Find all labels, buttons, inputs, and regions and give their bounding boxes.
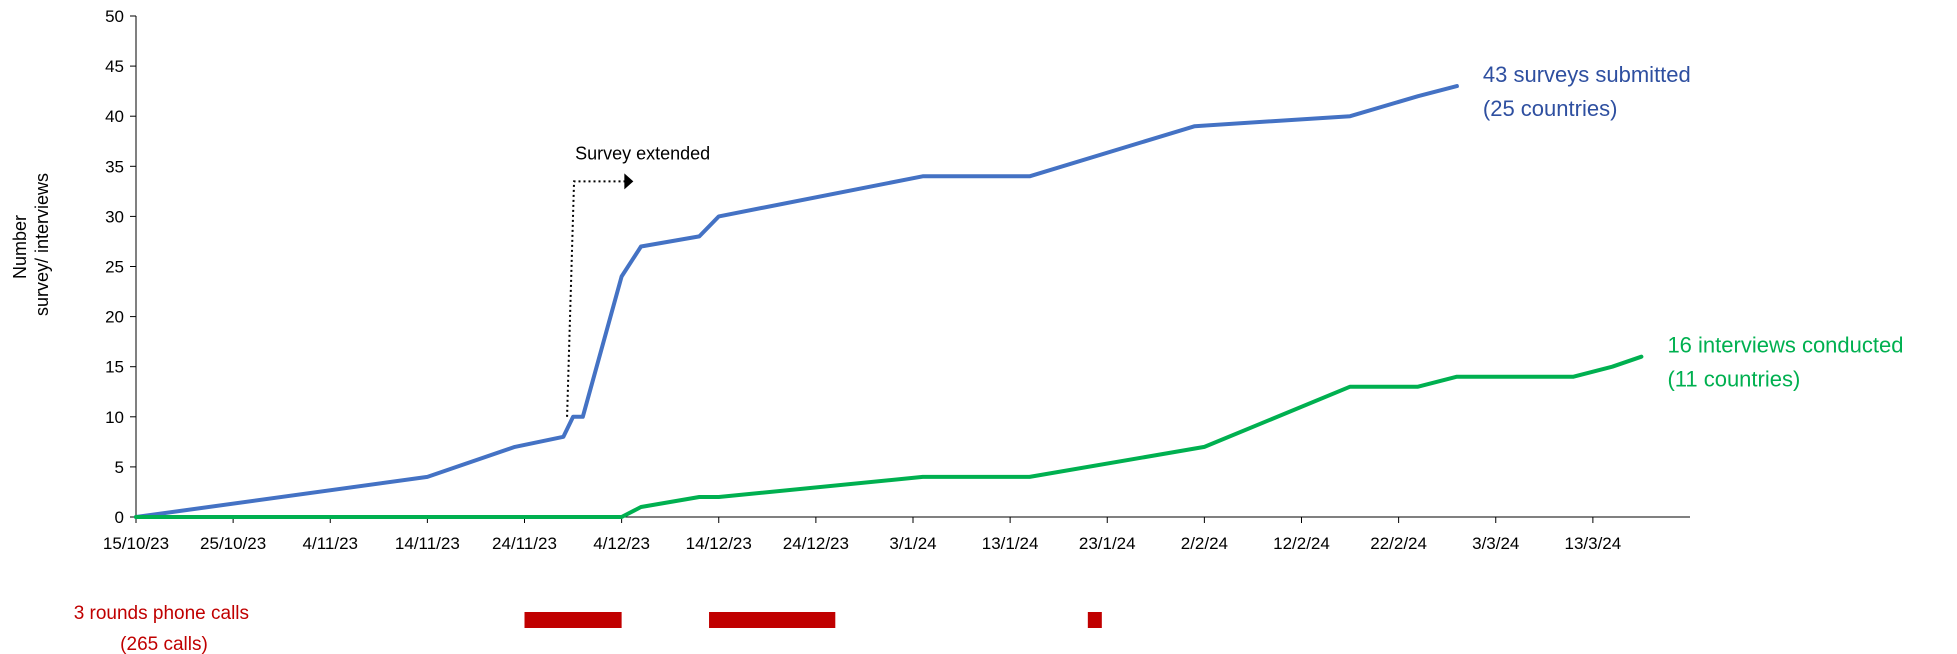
x-tick-label: 15/10/23 — [103, 534, 169, 553]
interviews-end-label: 16 interviews conducted (11 countries) — [1667, 333, 1909, 392]
y-tick-label: 5 — [115, 458, 124, 477]
y-tick-label: 20 — [105, 308, 124, 327]
x-tick-label: 2/2/24 — [1181, 534, 1228, 553]
x-tick-label: 13/1/24 — [982, 534, 1039, 553]
surveys-end-label-line2: (25 countries) — [1483, 96, 1618, 121]
survey-extended-arrow-path — [566, 180, 626, 417]
interviews-end-label-line2: (11 countries) — [1667, 367, 1800, 392]
phone-calls-label-line1: 3 rounds phone calls — [74, 603, 249, 624]
x-tick-label: 12/2/24 — [1273, 534, 1330, 553]
y-tick-label: 50 — [105, 7, 124, 26]
phone-calls-label: 3 rounds phone calls (265 calls) — [74, 603, 255, 654]
x-tick-label: 23/1/24 — [1079, 534, 1136, 553]
y-tick-label: 15 — [105, 358, 124, 377]
series-lines — [134, 84, 1644, 519]
x-tick-label: 3/1/24 — [889, 534, 936, 553]
survey-extended-arrow-head — [624, 173, 634, 190]
survey-extended-annotation: Survey extended — [566, 143, 710, 417]
y-tick-label: 40 — [105, 107, 124, 126]
y-tick-label: 35 — [105, 157, 124, 176]
phone-call-round-bar — [1087, 612, 1102, 628]
interviews-end-label-line1: 16 interviews conducted — [1667, 333, 1903, 358]
surveys-end-label: 43 surveys submitted (25 countries) — [1483, 62, 1697, 121]
x-tick-label: 3/3/24 — [1472, 534, 1519, 553]
x-tick-label: 14/12/23 — [686, 534, 752, 553]
y-axis-ticks: 0 5 10 15 20 25 30 35 40 45 50 — [105, 7, 136, 527]
x-axis-ticks: 15/10/23 25/10/23 4/11/23 14/11/23 24/11/23 4… — [103, 517, 1621, 553]
surveys-end-label-line1: 43 surveys submitted — [1483, 62, 1691, 87]
y-tick-label: 0 — [115, 508, 124, 527]
x-tick-label: 13/3/24 — [1565, 534, 1622, 553]
survey-extended-label: Survey extended — [575, 143, 710, 163]
y-tick-label: 45 — [105, 57, 124, 76]
x-tick-label: 14/11/23 — [395, 534, 460, 553]
phone-call-rounds — [524, 612, 1102, 628]
y-tick-label: 30 — [105, 207, 124, 226]
y-axis-title-line1: Number — [10, 215, 30, 279]
phone-call-round-bar — [709, 612, 836, 628]
phone-call-round-bar — [524, 612, 622, 628]
x-tick-label: 25/10/23 — [200, 534, 266, 553]
y-axis-title: Number survey/ interviews — [10, 173, 52, 316]
interviews-line — [134, 354, 1644, 519]
x-tick-label: 24/11/23 — [492, 534, 557, 553]
y-axis-title-line2: survey/ interviews — [32, 173, 52, 316]
x-tick-label: 4/12/23 — [593, 534, 650, 553]
phone-calls-label-line2: (265 calls) — [120, 634, 208, 654]
y-tick-label: 10 — [105, 408, 124, 427]
x-tick-label: 22/2/24 — [1370, 534, 1427, 553]
surveys-line — [134, 84, 1459, 519]
y-tick-label: 25 — [105, 258, 124, 277]
x-tick-label: 4/11/23 — [303, 534, 358, 553]
x-tick-label: 24/12/23 — [783, 534, 849, 553]
